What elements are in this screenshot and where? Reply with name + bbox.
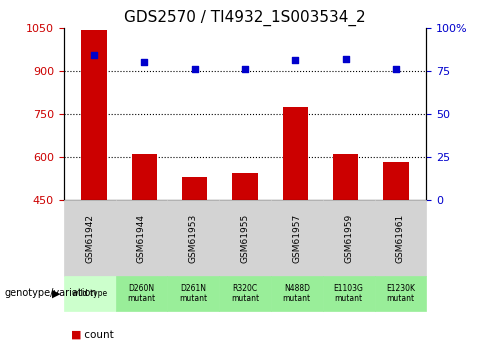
Point (392, 66, 400, 72)
Text: GSM61942: GSM61942 (85, 214, 94, 263)
Bar (333, 154, 358, 329)
Text: GSM61957: GSM61957 (293, 214, 301, 263)
Text: GSM61944: GSM61944 (137, 214, 146, 263)
Bar (182, 177, 207, 329)
Point (191, 66, 198, 72)
Title: GDS2570 / TI4932_1S003534_2: GDS2570 / TI4932_1S003534_2 (124, 10, 366, 26)
Text: ▶: ▶ (52, 288, 61, 298)
Text: N488D
mutant: N488D mutant (283, 284, 311, 303)
Bar (283, 107, 308, 329)
Text: GSM61953: GSM61953 (189, 214, 197, 263)
Text: E1103G
mutant: E1103G mutant (334, 284, 364, 303)
Text: R320C
mutant: R320C mutant (231, 284, 259, 303)
Text: GSM61961: GSM61961 (396, 214, 405, 263)
Point (342, 56, 350, 61)
Point (140, 59, 148, 65)
Text: genotype/variation: genotype/variation (5, 288, 98, 298)
Point (241, 66, 249, 72)
Point (292, 58, 299, 63)
Text: D261N
mutant: D261N mutant (179, 284, 207, 303)
Bar (81, 30, 106, 329)
Point (90, 52, 98, 58)
Text: D260N
mutant: D260N mutant (127, 284, 155, 303)
Bar (232, 173, 258, 329)
Bar (132, 154, 157, 329)
Text: GSM61955: GSM61955 (241, 214, 249, 263)
Text: E1230K
mutant: E1230K mutant (386, 284, 415, 303)
Text: ■: ■ (71, 330, 81, 339)
Text: wild type: wild type (72, 289, 107, 298)
Bar (384, 162, 409, 329)
Text: GSM61959: GSM61959 (344, 214, 353, 263)
Text: count: count (81, 330, 114, 339)
